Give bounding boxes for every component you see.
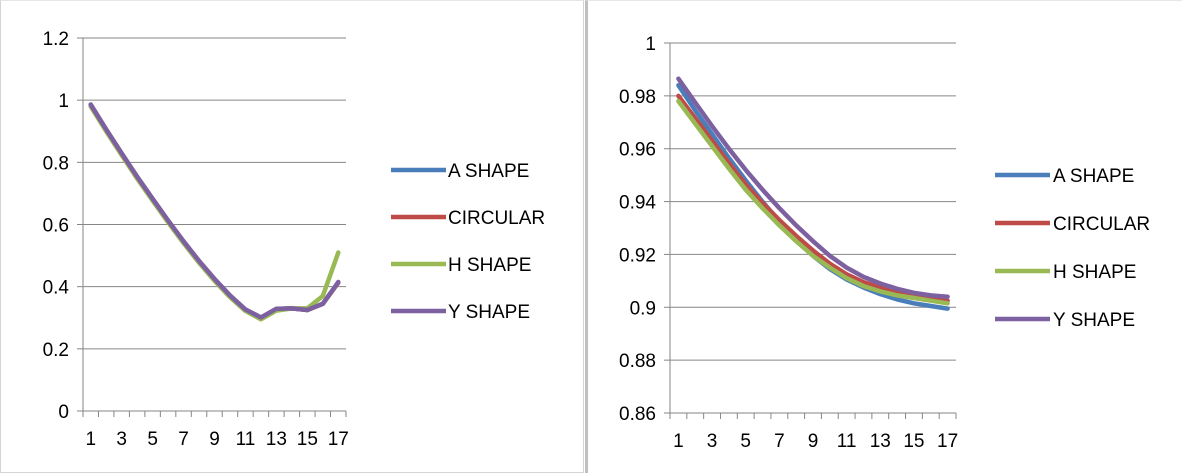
y-tick-label: 0.92 <box>619 245 656 266</box>
legend-label-y-shape: Y SHAPE <box>1053 310 1135 331</box>
series-line-y-shape <box>676 76 950 299</box>
legend-label-y-shape: Y SHAPE <box>448 302 530 323</box>
y-tick-label: 0.96 <box>619 140 656 161</box>
x-tick-label: 3 <box>116 429 127 450</box>
x-tick-label: 17 <box>328 429 349 450</box>
legend-label-h-shape: H SHAPE <box>448 255 531 276</box>
series-line-h-shape <box>88 104 341 322</box>
y-tick-label: 0.8 <box>43 153 69 174</box>
y-tick-label: 0.4 <box>43 278 70 299</box>
legend-label-circular: CIRCULAR <box>448 208 545 229</box>
x-tick-label: 7 <box>178 429 189 450</box>
y-tick-label: 0.9 <box>630 298 656 319</box>
series-line-circular <box>88 102 341 321</box>
x-tick-label: 13 <box>870 431 891 452</box>
x-tick-label: 9 <box>209 429 220 450</box>
x-tick-label: 3 <box>707 431 718 452</box>
x-tick-label: 13 <box>266 429 287 450</box>
y-tick-label: 0.88 <box>619 351 656 372</box>
legend-label-circular: CIRCULAR <box>1053 214 1150 235</box>
x-tick-label: 11 <box>236 429 256 450</box>
series-line-h-shape <box>676 98 950 306</box>
x-tick-label: 7 <box>774 431 785 452</box>
series-line-a-shape <box>88 102 341 321</box>
x-tick-label: 17 <box>937 431 958 452</box>
x-tick-label: 11 <box>837 431 857 452</box>
chart-left: 00.20.40.60.811.21 3 5 7 9 11 13 15 17A SHAPECIR… <box>43 29 546 450</box>
chart-panel-left: 0 0.2 0.4 0.6 0.8 1 1.2 1 3 5 7 9 11 13 15 17 A SHAPE CIR… <box>0 0 584 473</box>
y-tick-label: 1 <box>58 91 69 112</box>
x-tick-label: 15 <box>297 429 318 450</box>
series-line-circular <box>676 93 950 303</box>
series-line-y-shape <box>88 102 341 320</box>
y-tick-label: 0.6 <box>43 216 69 237</box>
y-tick-label: 1.2 <box>43 29 69 50</box>
legend-label-h-shape: H SHAPE <box>1053 262 1136 283</box>
x-tick-label: 5 <box>147 429 158 450</box>
x-tick-label: 5 <box>740 431 751 452</box>
chart-panel-right: 0.86 0.88 0.9 0.92 0.94 0.96 0.98 1 1 3 5 7 9 11 13 15 1… <box>585 0 1182 473</box>
legend-label-a-shape: A SHAPE <box>1053 166 1134 187</box>
y-tick-label: 0.94 <box>619 193 656 214</box>
y-tick-label: 1 <box>645 34 656 55</box>
legend-label-a-shape: A SHAPE <box>448 161 529 182</box>
x-tick-label: 1 <box>673 431 684 452</box>
x-tick-label: 15 <box>903 431 924 452</box>
x-tick-label: 9 <box>808 431 819 452</box>
y-tick-label: 0.98 <box>619 87 656 108</box>
y-tick-label: 0.86 <box>619 404 656 425</box>
y-tick-label: 0.2 <box>43 340 69 361</box>
x-tick-label: 1 <box>85 429 96 450</box>
y-tick-label: 0 <box>58 402 69 423</box>
series-line-a-shape <box>676 83 950 311</box>
